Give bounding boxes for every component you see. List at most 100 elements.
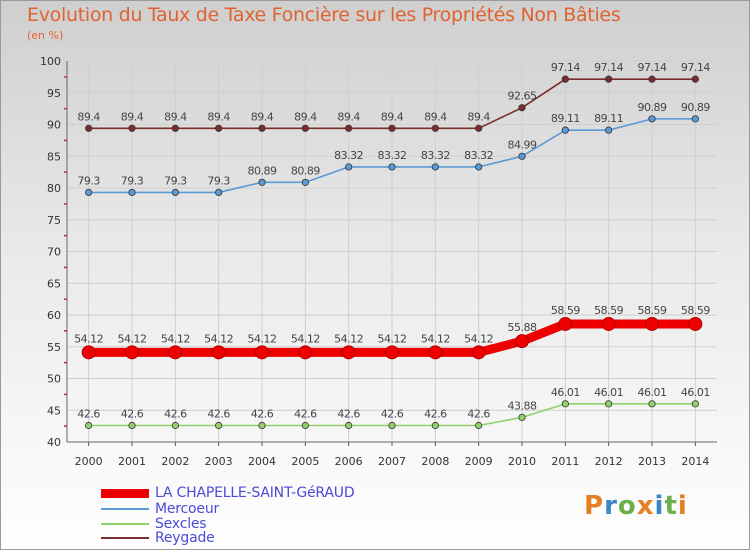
data-point: [515, 334, 529, 349]
data-point: [345, 124, 353, 132]
data-point: [171, 124, 179, 132]
y-tick-label: 80: [47, 182, 61, 195]
data-label: 97.14: [551, 61, 580, 74]
data-point: [561, 400, 569, 408]
data-point: [691, 75, 699, 83]
data-label: 89.4: [207, 110, 230, 123]
data-label: 89.4: [337, 110, 360, 123]
data-point: [345, 163, 353, 171]
data-point: [605, 400, 613, 408]
data-point: [215, 188, 223, 197]
data-label: 89.4: [294, 110, 317, 123]
data-label: 83.32: [421, 149, 450, 162]
data-point: [648, 115, 656, 123]
grid-lines: [67, 60, 717, 443]
data-label: 46.01: [638, 386, 667, 399]
logo-letter: i: [677, 491, 688, 521]
data-point: [255, 345, 269, 360]
x-tick-label: 2004: [248, 455, 276, 468]
data-point: [215, 421, 223, 430]
data-point: [211, 345, 226, 360]
data-point: [168, 345, 183, 360]
data-label: 54.12: [204, 332, 233, 345]
data-point: [128, 188, 136, 197]
data-label: 83.32: [464, 149, 493, 162]
x-tick-label: 2005: [291, 455, 319, 468]
data-point: [431, 421, 439, 430]
data-point: [561, 126, 569, 134]
data-point: [125, 345, 139, 360]
data-label: 89.4: [121, 110, 144, 123]
logo-letter: P: [584, 491, 605, 521]
legend-label: Reygade: [155, 530, 215, 546]
data-label: 46.01: [681, 386, 710, 399]
data-point: [388, 163, 396, 171]
data-label: 89.11: [551, 112, 580, 125]
data-point: [345, 421, 353, 430]
legend-item: Reygade: [101, 530, 215, 546]
data-label: 84.99: [508, 138, 537, 151]
data-label: 42.6: [294, 407, 317, 420]
legend-item: Sexcles: [101, 516, 207, 532]
data-point: [431, 163, 439, 171]
x-tick-label: 2006: [335, 455, 363, 468]
data-point: [301, 124, 309, 132]
axes: 40 45 50 55 60 65 70 75 80 85 90 95 100 2000 2001 2002 2…: [40, 55, 717, 468]
data-label: 42.6: [164, 407, 187, 420]
y-tick-label: 75: [47, 214, 61, 227]
data-point: [258, 178, 266, 186]
data-point: [128, 421, 136, 430]
data-label: 43.88: [508, 399, 537, 412]
data-label: 42.6: [424, 407, 447, 420]
legend-swatch: [101, 523, 149, 525]
y-tick-label: 90: [47, 119, 61, 132]
logo-letter: r: [604, 491, 618, 521]
y-tick-label: 100: [40, 55, 61, 68]
x-tick-label: 2012: [595, 455, 623, 468]
data-label: 58.59: [594, 304, 623, 317]
data-labels: 54.12 54.12 54.12 54.12 54.12 54.12 54.12 54.12…: [74, 61, 711, 420]
data-label: 54.12: [248, 332, 277, 345]
data-label: 54.12: [74, 332, 103, 345]
legend-swatch: [101, 508, 149, 510]
data-label: 55.88: [508, 321, 537, 334]
data-label: 89.4: [424, 110, 447, 123]
data-label: 58.59: [681, 304, 710, 317]
data-label: 42.6: [381, 407, 404, 420]
data-point: [605, 75, 613, 83]
data-label: 97.14: [594, 61, 623, 74]
y-tick-label: 85: [47, 150, 61, 163]
data-label: 42.6: [251, 407, 274, 420]
x-tick-label: 2011: [551, 455, 579, 468]
data-point: [605, 126, 613, 134]
data-point: [601, 316, 616, 331]
data-label: 90.89: [638, 101, 667, 114]
data-label: 58.59: [551, 304, 580, 317]
y-tick-label: 50: [47, 373, 61, 386]
legend-label: Sexcles: [155, 516, 207, 532]
proxiti-logo: Proxiti: [584, 491, 688, 521]
legend-swatch: [101, 537, 149, 539]
data-label: 54.12: [291, 332, 320, 345]
data-label: 46.01: [594, 386, 623, 399]
data-label: 89.4: [164, 110, 187, 123]
data-point: [431, 124, 439, 132]
data-label: 80.89: [291, 164, 320, 177]
data-label: 92.65: [508, 90, 537, 103]
x-tick-label: 2009: [465, 455, 493, 468]
legend-item: Mercoeur: [101, 501, 219, 517]
y-tick-label: 60: [47, 309, 61, 322]
data-point: [518, 152, 526, 160]
data-point: [475, 163, 483, 171]
y-tick-label: 70: [47, 246, 61, 259]
legend-item: LA CHAPELLE-SAINT-GéRAUD: [101, 485, 355, 501]
data-point: [81, 345, 96, 360]
data-point: [648, 400, 656, 408]
chart-title: Evolution du Taux de Taxe Foncière sur l…: [27, 4, 621, 26]
data-label: 54.12: [421, 332, 450, 345]
data-label: 42.6: [337, 407, 360, 420]
x-tick-label: 2014: [681, 455, 709, 468]
data-label: 54.12: [378, 332, 407, 345]
